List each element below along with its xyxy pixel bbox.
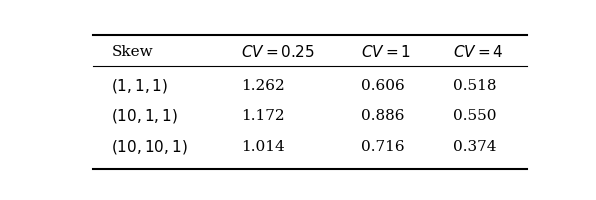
Text: $(10,1,1)$: $(10,1,1)$ bbox=[111, 107, 178, 125]
Text: $\mathit{CV}=0.25$: $\mathit{CV}=0.25$ bbox=[241, 44, 314, 60]
Text: 0.716: 0.716 bbox=[361, 140, 405, 154]
Text: 0.550: 0.550 bbox=[453, 109, 496, 123]
Text: $(1,1,1)$: $(1,1,1)$ bbox=[111, 77, 169, 95]
Text: 1.262: 1.262 bbox=[241, 79, 284, 93]
Text: 1.014: 1.014 bbox=[241, 140, 284, 154]
Text: 1.172: 1.172 bbox=[241, 109, 284, 123]
Text: 0.518: 0.518 bbox=[453, 79, 496, 93]
Text: 0.374: 0.374 bbox=[453, 140, 496, 154]
Text: Skew: Skew bbox=[111, 45, 153, 59]
Text: $(10,10,1)$: $(10,10,1)$ bbox=[111, 138, 188, 156]
Text: 0.886: 0.886 bbox=[361, 109, 404, 123]
Text: 0.606: 0.606 bbox=[361, 79, 405, 93]
Text: $\mathit{CV}=4$: $\mathit{CV}=4$ bbox=[453, 44, 504, 60]
Text: $\mathit{CV}=1$: $\mathit{CV}=1$ bbox=[361, 44, 411, 60]
